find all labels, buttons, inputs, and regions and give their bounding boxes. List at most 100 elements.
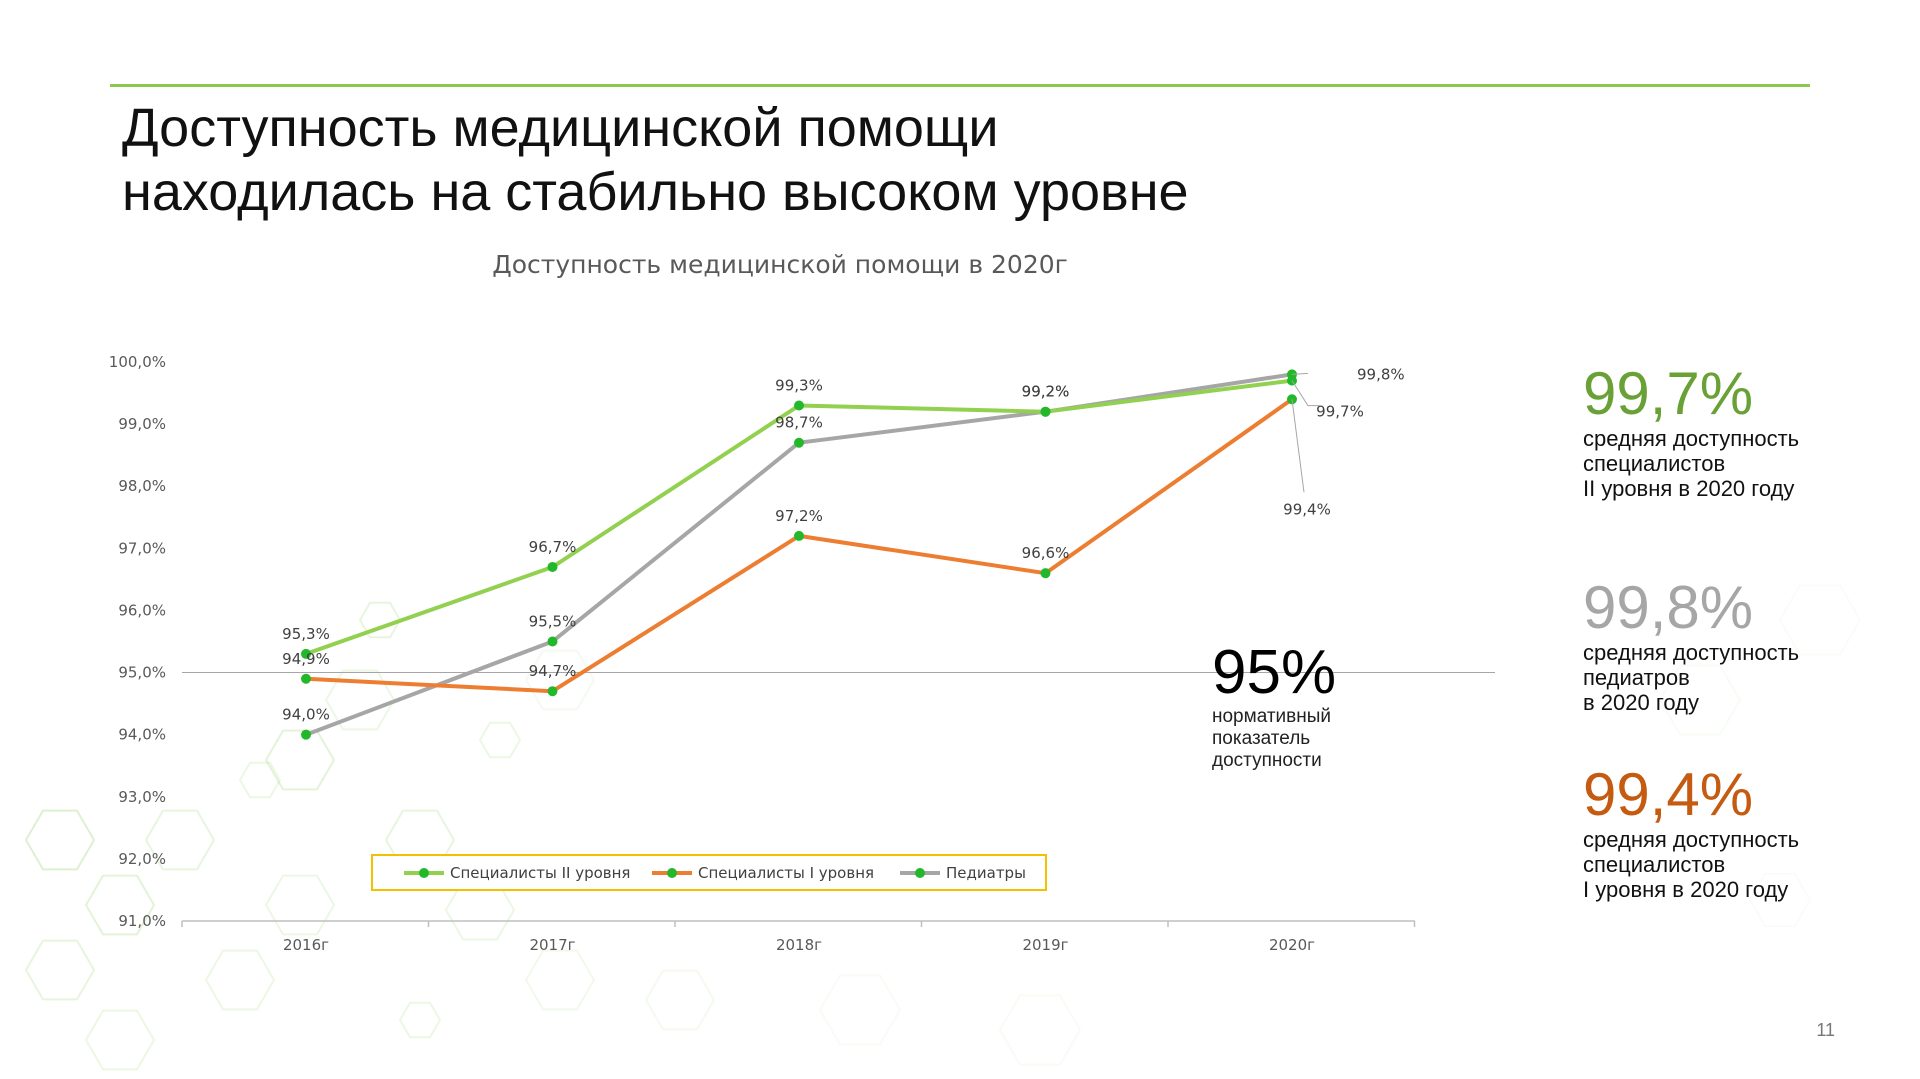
data-point: [301, 729, 311, 740]
norm-text: нормативный показатель доступности: [1212, 706, 1332, 771]
data-label: 94,7%: [529, 662, 577, 680]
kpi-text-line: педиатров: [1583, 665, 1690, 690]
chart-legend: Специалисты II уровня Специалисты I уровн…: [371, 854, 1047, 891]
data-label: 94,0%: [282, 706, 330, 724]
hexagon-decoration: [144, 809, 216, 871]
y-tick-label: 98,0%: [118, 477, 166, 495]
hexagon-decoration: [264, 874, 336, 936]
kpi-value: 99,7%: [1583, 360, 1754, 427]
y-tick-label: 96,0%: [118, 601, 166, 619]
y-tick-label: 91,0%: [118, 912, 166, 930]
legend-label: Педиатры: [946, 864, 1026, 882]
y-tick-label: 92,0%: [118, 850, 166, 868]
data-point: [547, 636, 558, 647]
slide-title-line1: Доступность медицинской помощи: [122, 98, 999, 158]
leader-line: [1291, 380, 1320, 407]
data-label: 99,4%: [1283, 500, 1331, 518]
kpi-text-line: средняя доступность: [1583, 827, 1800, 852]
page-number: 11: [1816, 1020, 1835, 1040]
hexagon-decoration: [24, 939, 96, 1001]
data-point: [1040, 568, 1051, 579]
kpi-specialists-level1: 99,4% средняя доступность специалистов I…: [1583, 761, 1863, 903]
chart-title: Доступность медицинской помощи в 2020г: [492, 250, 1068, 279]
hexagon-decoration: [1658, 664, 1742, 736]
leader-line: [1291, 399, 1305, 493]
data-point: [301, 673, 311, 684]
data-point: [1040, 406, 1051, 417]
hexagon-decoration: [324, 669, 396, 731]
x-tick-label: 2019г: [1022, 936, 1068, 954]
y-tick-label: 94,0%: [118, 726, 166, 744]
data-label: 95,3%: [282, 625, 330, 643]
y-tick-label: 99,0%: [118, 415, 166, 433]
x-tick-label: 2017г: [529, 936, 575, 954]
hexagon-decoration: [358, 601, 402, 639]
hexagon-decoration: [1778, 584, 1862, 656]
x-tick-label: 2016г: [283, 936, 329, 954]
hexagon-decoration: [398, 1001, 442, 1039]
kpi-text: средняя доступность педиатров в 2020 год…: [1583, 640, 1863, 715]
data-point: [547, 686, 558, 697]
legend-marker: [419, 868, 429, 878]
data-point: [301, 648, 311, 659]
data-point: [794, 400, 804, 411]
x-tick-label: 2020г: [1269, 936, 1315, 954]
hexagon-decoration: [478, 721, 522, 759]
hexagon-decoration: [998, 994, 1082, 1066]
data-label: 96,7%: [529, 538, 577, 556]
y-tick-label: 100,0%: [109, 353, 166, 371]
kpi-text-line: специалистов: [1583, 852, 1726, 877]
kpi-text-line: средняя доступность: [1583, 640, 1800, 665]
legend-marker: [667, 868, 677, 878]
kpi-text-line: специалистов: [1583, 451, 1726, 476]
hexagon-decoration: [204, 949, 276, 1011]
kpi-text-line: в 2020 году: [1583, 690, 1699, 715]
kpi-specialists-level2: 99,7% средняя доступность специалистов I…: [1583, 360, 1863, 502]
hexagon-decoration: [818, 974, 902, 1046]
hexagon-decoration: [238, 761, 282, 799]
kpi-value: 99,8%: [1583, 574, 1754, 641]
leader-line: [1291, 372, 1309, 375]
data-label: 96,6%: [1022, 544, 1070, 562]
hexagon-decoration: [524, 649, 596, 711]
data-label: 98,7%: [775, 414, 823, 432]
data-label: 99,7%: [1316, 403, 1364, 421]
slide-title-line2: находилась на стабильно высоком уровне: [122, 162, 1189, 222]
x-tick-label: 2018г: [776, 936, 822, 954]
legend-marker: [915, 868, 925, 878]
kpi-text-line: II уровня в 2020 году: [1583, 476, 1795, 501]
kpi-text: средняя доступность специалистов II уров…: [1583, 426, 1863, 501]
norm-callout: 95% нормативный показатель доступности: [1212, 640, 1372, 772]
data-label: 99,8%: [1357, 365, 1405, 383]
y-tick-label: 97,0%: [118, 539, 166, 557]
kpi-value: 99,4%: [1583, 761, 1754, 828]
hexagon-decoration: [1748, 873, 1812, 927]
hexagon-decoration: [84, 1009, 156, 1071]
y-tick-label: 93,0%: [118, 788, 166, 806]
kpi-text-line: средняя доступность: [1583, 426, 1800, 451]
data-point: [794, 437, 804, 448]
data-point: [794, 530, 804, 541]
norm-value: 95%: [1212, 638, 1337, 707]
data-label: 99,3%: [775, 376, 823, 394]
hexagon-decoration: [644, 969, 716, 1031]
kpi-text-line: I уровня в 2020 году: [1583, 877, 1789, 902]
data-label: 95,5%: [529, 613, 577, 631]
data-label: 99,2%: [1022, 383, 1070, 401]
data-label: 99,2%: [1022, 383, 1070, 401]
data-label: 97,2%: [775, 507, 823, 525]
slide-title: Доступность медицинской помощи находилас…: [122, 96, 1189, 224]
kpi-text: средняя доступность специалистов I уровн…: [1583, 827, 1863, 902]
hexagon-decoration: [84, 874, 156, 936]
legend-label: Специалисты I уровня: [698, 864, 874, 882]
kpi-pediatricians: 99,8% средняя доступность педиатров в 20…: [1583, 574, 1863, 716]
top-divider: [110, 84, 1810, 87]
data-label: 94,9%: [282, 650, 330, 668]
y-tick-label: 95,0%: [118, 664, 166, 682]
legend-label: Специалисты II уровня: [450, 864, 630, 882]
data-point: [547, 561, 558, 572]
hexagon-decoration: [524, 949, 596, 1011]
hexagon-decoration: [24, 809, 96, 871]
